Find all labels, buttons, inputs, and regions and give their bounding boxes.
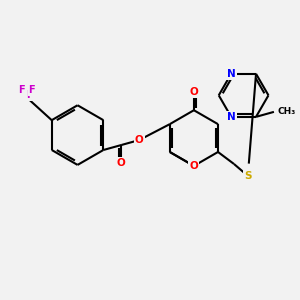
Text: F: F <box>28 85 35 95</box>
Text: O: O <box>135 135 144 145</box>
Text: N: N <box>227 69 236 79</box>
Text: F: F <box>26 90 33 100</box>
Text: F: F <box>19 85 25 95</box>
Text: O: O <box>190 87 198 97</box>
Text: N: N <box>227 112 236 122</box>
Text: CH₃: CH₃ <box>278 107 296 116</box>
Text: O: O <box>117 158 126 168</box>
Text: S: S <box>244 171 252 181</box>
Text: O: O <box>190 161 198 171</box>
